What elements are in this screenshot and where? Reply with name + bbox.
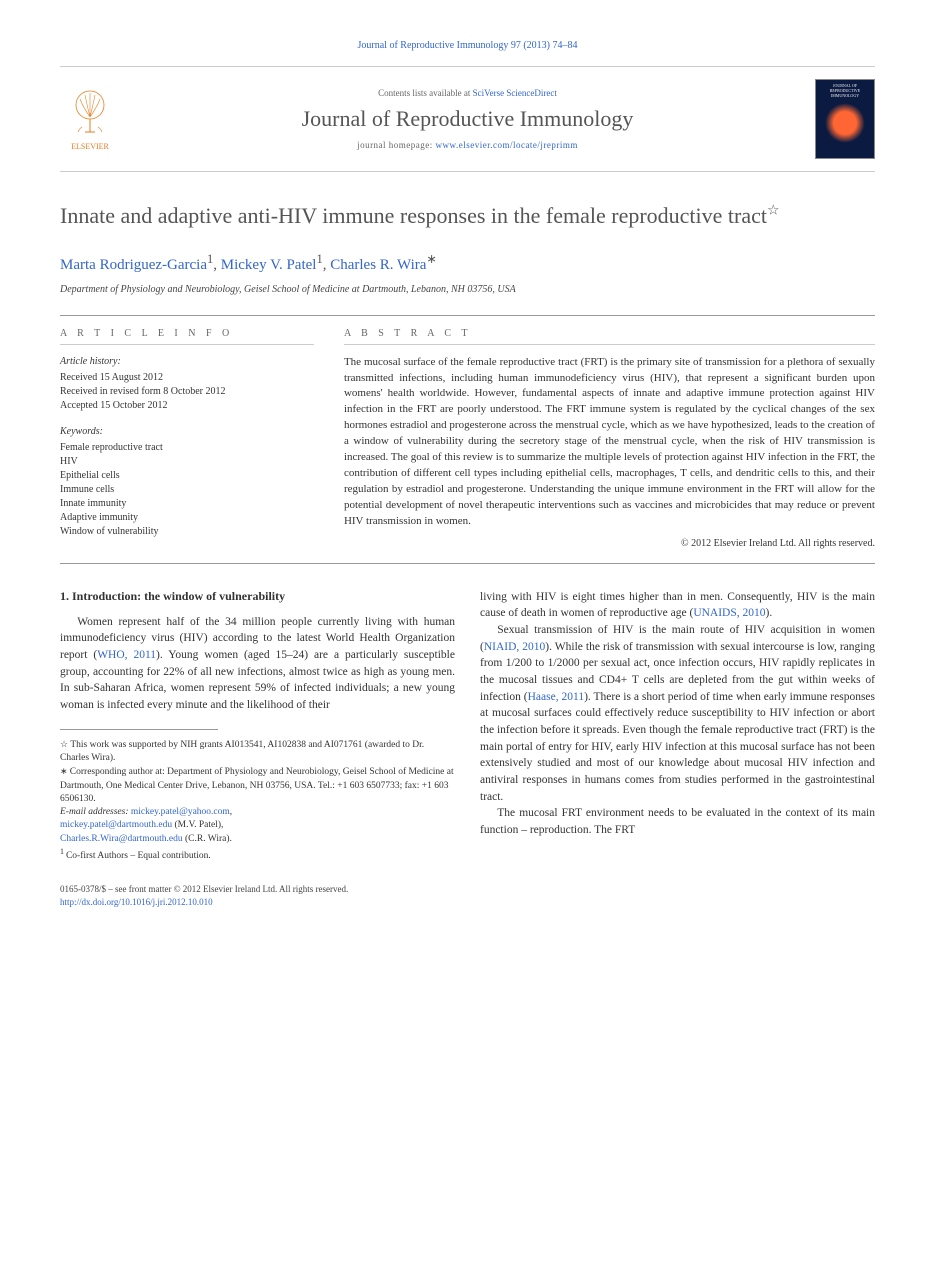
article-history-block: Article history: Received 15 August 2012… <box>60 355 314 413</box>
history-revised: Received in revised form 8 October 2012 <box>60 385 314 399</box>
title-text: Innate and adaptive anti-HIV immune resp… <box>60 203 767 228</box>
article-info-heading: A R T I C L E I N F O <box>60 328 314 345</box>
page-container: Journal of Reproductive Immunology 97 (2… <box>0 0 935 949</box>
col2-paragraph-1: living with HIV is eight times higher th… <box>480 589 875 622</box>
info-abstract-row: A R T I C L E I N F O Article history: R… <box>60 315 875 564</box>
col2-paragraph-2: Sexual transmission of HIV is the main r… <box>480 622 875 805</box>
corr-label: Corresponding author at: <box>70 767 165 777</box>
footnote-separator <box>60 729 218 730</box>
email-label: E-mail addresses: <box>60 807 129 817</box>
footnote-corresponding: ∗ Corresponding author at: Department of… <box>60 765 455 806</box>
email-2[interactable]: mickey.patel@dartmouth.edu <box>60 820 172 830</box>
footnotes-block: ☆ This work was supported by NIH grants … <box>60 738 455 864</box>
corr-marker-icon: ∗ <box>60 766 70 776</box>
keyword-2: Epithelial cells <box>60 469 314 483</box>
grant-text: This work was supported by NIH grants AI… <box>60 740 424 763</box>
c2p2-c: ). There is a short period of time when … <box>480 691 875 803</box>
homepage-prefix: journal homepage: <box>357 140 435 150</box>
author-1[interactable]: Marta Rodriguez-Garcia <box>60 257 207 273</box>
history-received: Received 15 August 2012 <box>60 371 314 385</box>
body-columns: 1. Introduction: the window of vulnerabi… <box>60 589 875 864</box>
cover-title: JOURNAL OF REPRODUCTIVE IMMUNOLOGY <box>819 83 871 98</box>
affiliation: Department of Physiology and Neurobiolog… <box>60 284 875 295</box>
contents-prefix: Contents lists available at <box>378 88 472 98</box>
author-2-marker: 1 <box>316 252 322 266</box>
cite-haase-2011[interactable]: Haase, 2011 <box>528 691 584 703</box>
homepage-line: journal homepage: www.elsevier.com/locat… <box>120 140 815 150</box>
author-list: Marta Rodriguez-Garcia1, Mickey V. Patel… <box>60 251 875 274</box>
publisher-name: ELSEVIER <box>60 142 120 151</box>
article-info-column: A R T I C L E I N F O Article history: R… <box>60 316 329 563</box>
journal-banner: ELSEVIER Contents lists available at Sci… <box>60 66 875 172</box>
journal-name: Journal of Reproductive Immunology <box>120 106 815 132</box>
article-title: Innate and adaptive anti-HIV immune resp… <box>60 202 875 231</box>
sciencedirect-link[interactable]: SciVerse ScienceDirect <box>473 88 557 98</box>
banner-center: Contents lists available at SciVerse Sci… <box>120 88 815 150</box>
grant-marker-icon: ☆ <box>60 739 70 749</box>
author-2[interactable]: Mickey V. Patel <box>221 257 317 273</box>
elsevier-tree-icon <box>60 87 120 142</box>
cite-niaid-2010[interactable]: NIAID, 2010 <box>484 641 545 653</box>
email-1[interactable]: mickey.patel@yahoo.com <box>131 807 230 817</box>
keyword-4: Innate immunity <box>60 497 314 511</box>
abstract-heading: A B S T R A C T <box>344 328 875 345</box>
keyword-1: HIV <box>60 455 314 469</box>
abstract-column: A B S T R A C T The mucosal surface of t… <box>329 316 875 563</box>
c2p1-b: ). <box>766 607 773 619</box>
keyword-0: Female reproductive tract <box>60 441 314 455</box>
intro-paragraph-1: Women represent half of the 34 million p… <box>60 614 455 714</box>
footnote-grant: ☆ This work was supported by NIH grants … <box>60 738 455 766</box>
homepage-link[interactable]: www.elsevier.com/locate/jreprimm <box>436 140 578 150</box>
keywords-block: Keywords: Female reproductive tract HIV … <box>60 425 314 539</box>
author-3[interactable]: Charles R. Wira <box>330 257 426 273</box>
footnote-emails: E-mail addresses: mickey.patel@yahoo.com… <box>60 806 455 846</box>
cofirst-text: Co-first Authors – Equal contribution. <box>66 851 211 861</box>
abstract-text: The mucosal surface of the female reprod… <box>344 355 875 530</box>
author-1-marker: 1 <box>207 252 213 266</box>
cite-unaids-2010[interactable]: UNAIDS, 2010 <box>693 607 765 619</box>
section-1-heading: 1. Introduction: the window of vulnerabi… <box>60 589 455 604</box>
author-3-marker: ∗ <box>426 252 436 266</box>
doi-link[interactable]: http://dx.doi.org/10.1016/j.jri.2012.10.… <box>60 897 213 907</box>
contents-line: Contents lists available at SciVerse Sci… <box>120 88 815 98</box>
page-footer: 0165-0378/$ – see front matter © 2012 El… <box>60 883 875 908</box>
column-left: 1. Introduction: the window of vulnerabi… <box>60 589 455 864</box>
email-3[interactable]: Charles.R.Wira@dartmouth.edu <box>60 834 183 844</box>
email-2-name: (M.V. Patel), <box>172 820 223 830</box>
column-right: living with HIV is eight times higher th… <box>480 589 875 864</box>
history-label: Article history: <box>60 355 314 369</box>
title-footnote-marker: ☆ <box>767 204 780 219</box>
col2-paragraph-3: The mucosal FRT environment needs to be … <box>480 805 875 838</box>
issn-line: 0165-0378/$ – see front matter © 2012 El… <box>60 883 875 896</box>
keywords-label: Keywords: <box>60 425 314 439</box>
history-accepted: Accepted 15 October 2012 <box>60 399 314 413</box>
footnote-cofirst: 1 Co-first Authors – Equal contribution. <box>60 846 455 863</box>
elsevier-logo: ELSEVIER <box>60 87 120 151</box>
abstract-copyright: © 2012 Elsevier Ireland Ltd. All rights … <box>344 538 875 549</box>
cover-image-icon <box>825 103 865 143</box>
keyword-6: Window of vulnerability <box>60 525 314 539</box>
c2p1-a: living with HIV is eight times higher th… <box>480 591 875 620</box>
journal-citation: Journal of Reproductive Immunology 97 (2… <box>60 40 875 51</box>
email-3-name: (C.R. Wira). <box>183 834 232 844</box>
cite-who-2011[interactable]: WHO, 2011 <box>97 649 156 661</box>
keyword-5: Adaptive immunity <box>60 511 314 525</box>
journal-cover-thumbnail: JOURNAL OF REPRODUCTIVE IMMUNOLOGY <box>815 79 875 159</box>
keyword-3: Immune cells <box>60 483 314 497</box>
